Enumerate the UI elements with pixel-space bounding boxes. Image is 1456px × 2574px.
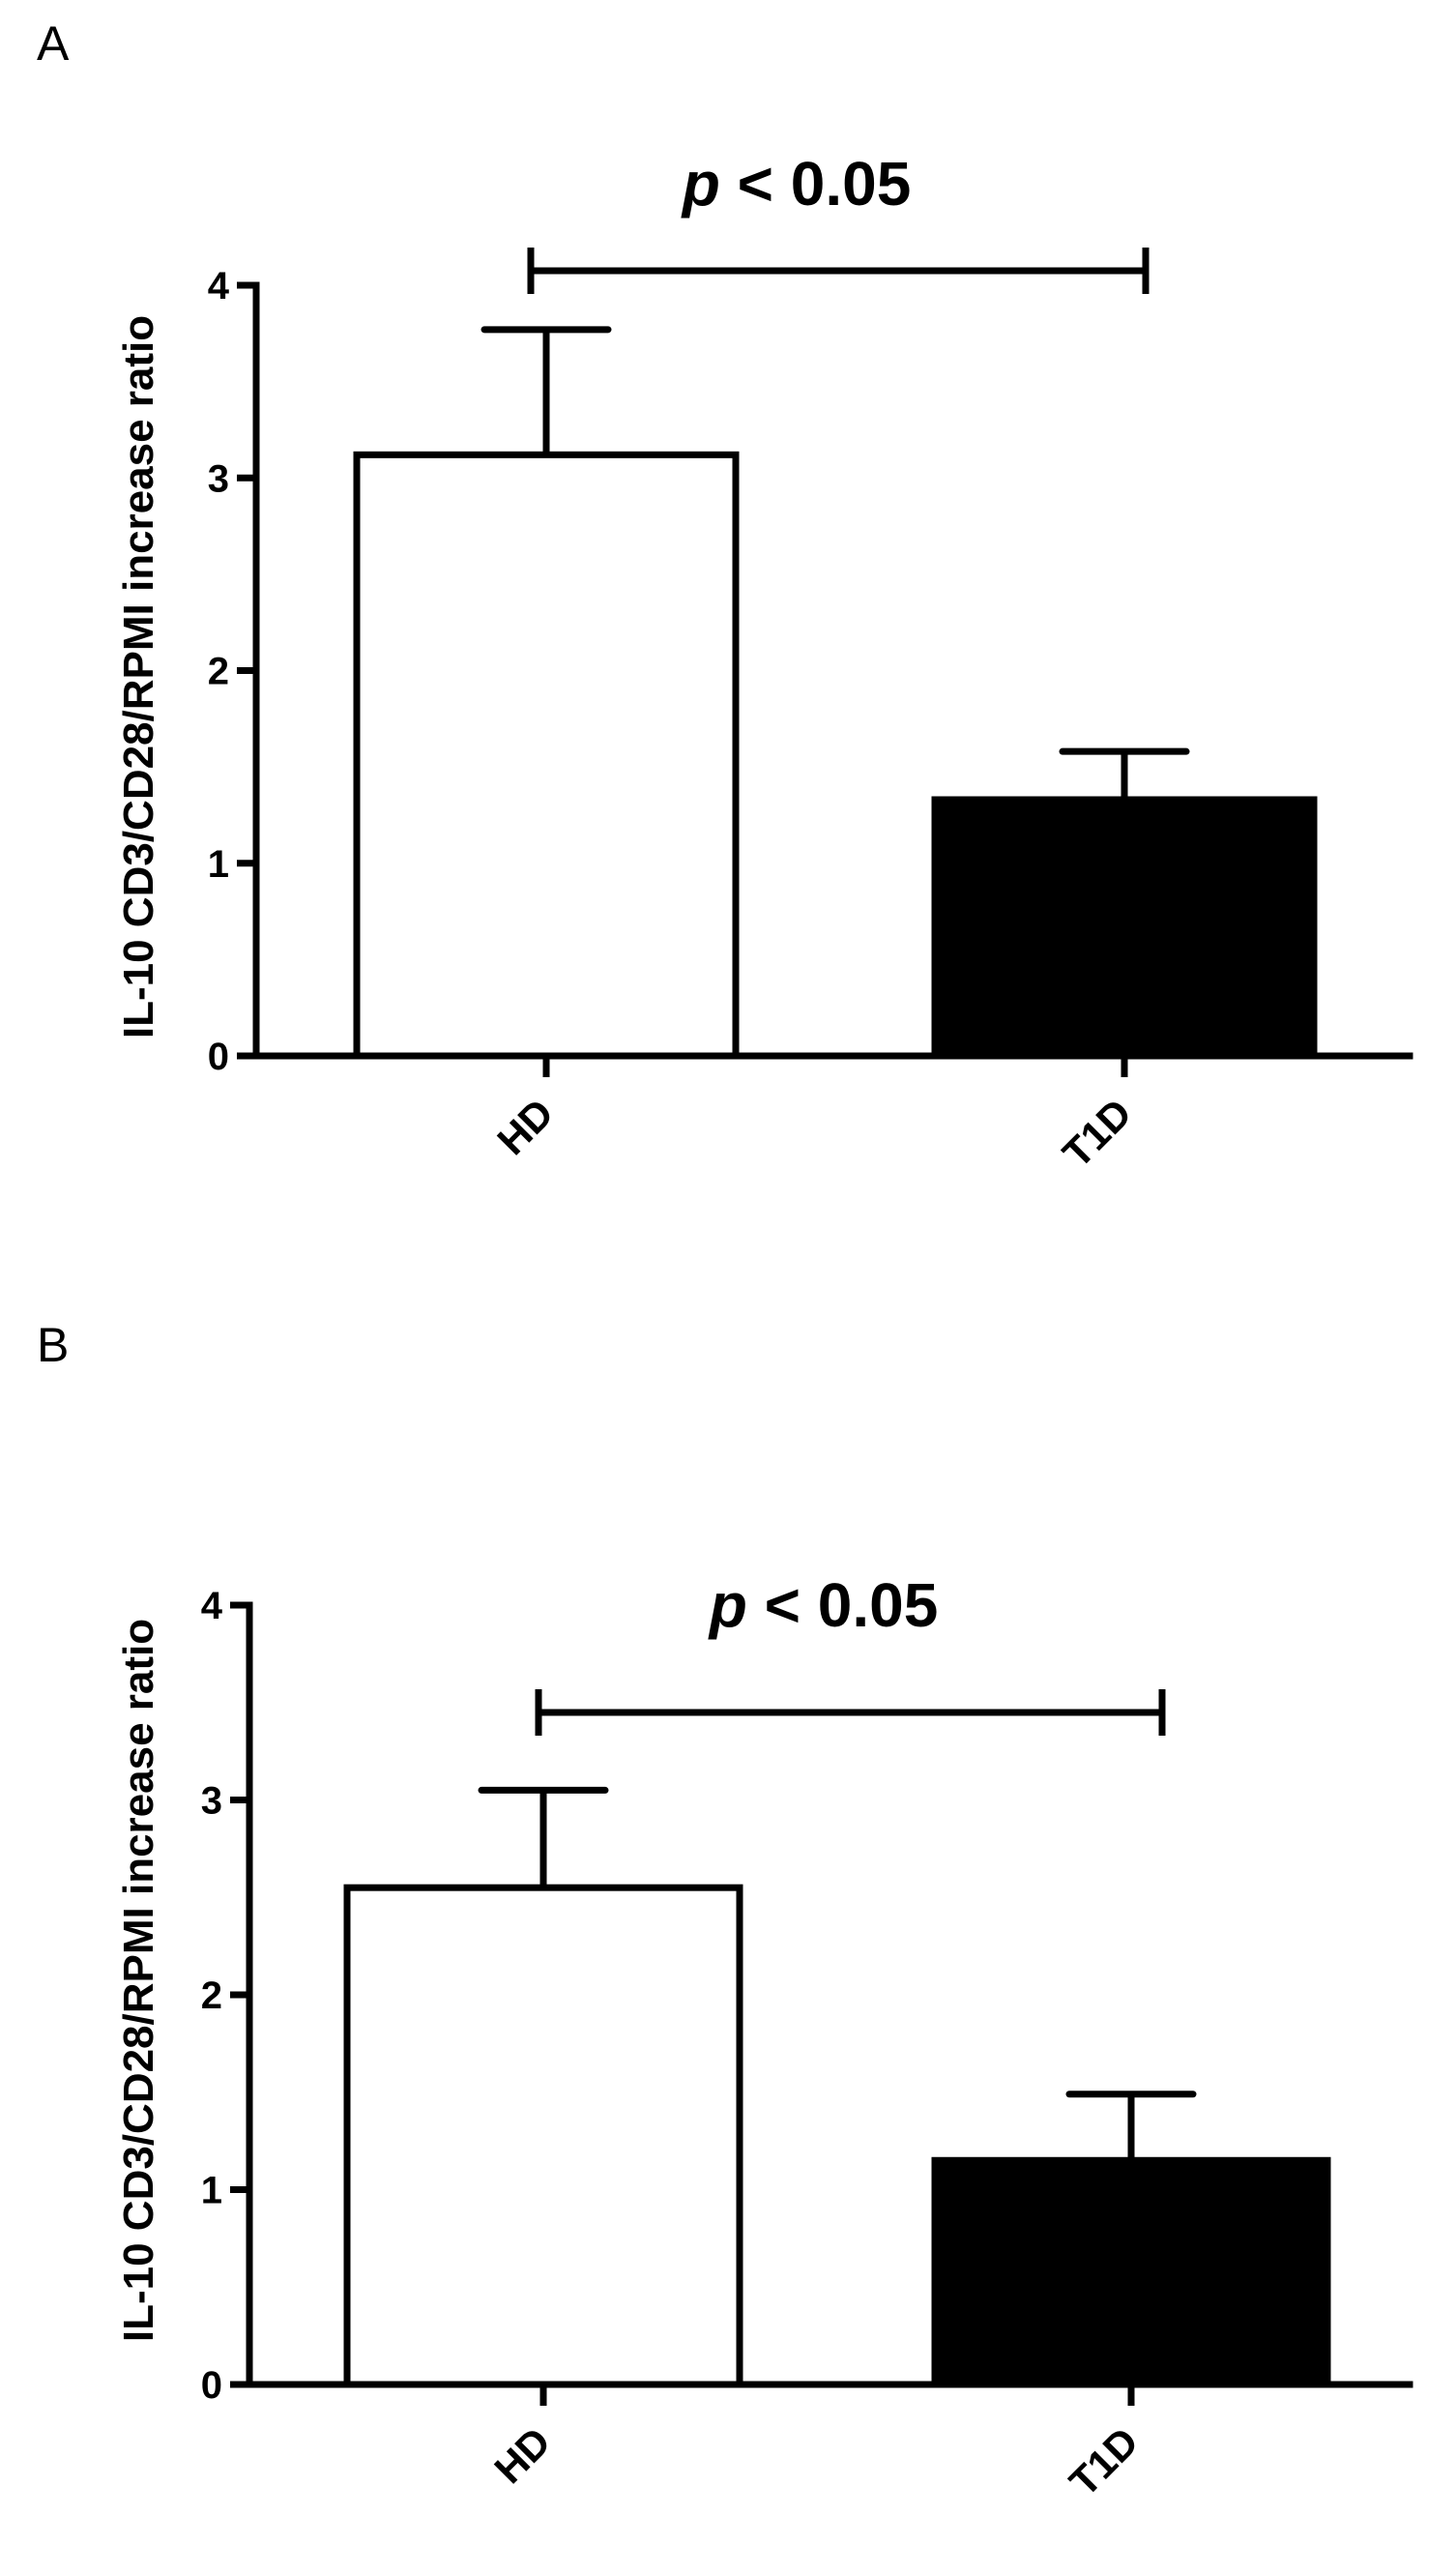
category-label: HD: [488, 1090, 562, 1163]
panel-b: B IL-10 CD3/CD28/RPMI increase ratio p <…: [37, 1318, 1413, 2504]
y-tick-label: 4: [208, 265, 230, 307]
category-label: HD: [485, 2418, 559, 2492]
panel-letter: A: [37, 16, 70, 71]
y-tick-label: 2: [208, 651, 229, 693]
significance-label: p < 0.05: [708, 1570, 939, 1640]
bar: [931, 796, 1318, 1060]
y-axis-label: IL-10 CD3/CD28/RPMI increase ratio: [115, 315, 162, 1038]
bar: [353, 451, 740, 1060]
y-tick-label: 4: [201, 1585, 223, 1627]
panel-a: A IL-10 CD3/CD28/RPMI increase ratio p <…: [37, 16, 1413, 1176]
y-tick-label: 0: [201, 2364, 222, 2407]
y-tick-label: 2: [201, 1974, 222, 2017]
bar: [931, 2156, 1331, 2388]
y-tick-label: 3: [208, 457, 229, 500]
chart-marks: 0 1 2 3 4 HD T1D: [201, 1585, 1413, 2504]
y-axis-label: IL-10 CD3/CD28/RPMI increase ratio: [115, 1619, 162, 2342]
chart-marks: 0 1 2 3 4 HD T1D: [208, 248, 1413, 1176]
y-tick-label: 1: [201, 2170, 222, 2212]
panel-letter: B: [37, 1318, 69, 1372]
y-tick-label: 0: [208, 1036, 229, 1078]
category-label: T1D: [1061, 2418, 1147, 2504]
y-tick-label: 3: [201, 1780, 222, 1823]
significance-label: p < 0.05: [681, 149, 912, 219]
bar: [343, 1884, 743, 2388]
category-label: T1D: [1054, 1090, 1140, 1176]
y-tick-label: 1: [208, 843, 229, 886]
